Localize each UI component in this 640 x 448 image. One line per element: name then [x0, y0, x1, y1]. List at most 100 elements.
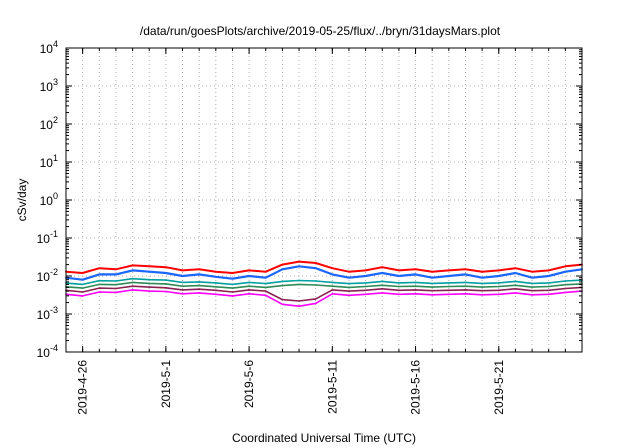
- data-point: [331, 267, 334, 270]
- series-line: [65, 281, 583, 289]
- data-point: [514, 272, 517, 274]
- data-point: [447, 289, 450, 292]
- data-point: [564, 291, 567, 294]
- data-point: [497, 282, 500, 284]
- data-point: [131, 289, 134, 291]
- data-point: [98, 283, 101, 286]
- data-point: [181, 285, 184, 288]
- data-point: [314, 267, 317, 270]
- data-point: [431, 282, 434, 285]
- data-point: [464, 268, 467, 271]
- x-axis: 2019-4-26 2019-5-1 2019-5-6 2019-5-11 2019-5…: [76, 48, 566, 415]
- data-point: [314, 284, 317, 286]
- data-point: [364, 269, 367, 272]
- data-point: [81, 272, 84, 274]
- data-point: [497, 293, 500, 296]
- data-point: [248, 275, 251, 277]
- data-point: [214, 293, 217, 296]
- y-tick-label: 101: [40, 153, 58, 170]
- data-point: [481, 286, 483, 288]
- data-point: [414, 281, 417, 284]
- data-point: [198, 273, 201, 276]
- data-point: [348, 270, 350, 273]
- data-point: [281, 263, 284, 266]
- data-point: [81, 283, 84, 286]
- grid: [66, 48, 582, 352]
- data-point: [497, 285, 500, 288]
- data-point: [131, 269, 134, 272]
- data-point: [398, 293, 400, 296]
- data-point: [447, 282, 450, 284]
- data-point: [165, 266, 167, 269]
- data-point: [547, 269, 550, 272]
- data-point: [414, 285, 417, 288]
- data-point: [331, 285, 334, 288]
- data-point: [381, 280, 384, 283]
- y-tick-label: 10-3: [37, 305, 58, 322]
- data-point: [481, 282, 483, 285]
- data-point: [364, 282, 367, 284]
- data-point: [115, 280, 117, 282]
- data-point: [531, 293, 533, 296]
- data-point: [364, 293, 367, 296]
- x-tick-label: 2019-5-21: [492, 360, 506, 415]
- y-axis: 10-4 10-3 10-2 10-1 100 101 102 103 104: [37, 39, 582, 360]
- y-tick-label: 103: [40, 77, 58, 94]
- data-point: [115, 287, 117, 290]
- data-point: [398, 285, 400, 288]
- data-point: [398, 289, 400, 292]
- data-point: [497, 275, 500, 277]
- data-point: [214, 275, 217, 278]
- data-point: [264, 290, 267, 292]
- data-point: [231, 277, 234, 280]
- data-point: [214, 282, 217, 284]
- data-point: [398, 269, 400, 272]
- data-point: [214, 270, 217, 273]
- data-point: [531, 286, 533, 288]
- data-point: [531, 270, 533, 273]
- data-point: [131, 281, 134, 284]
- data-point: [314, 302, 317, 305]
- data-point: [364, 285, 367, 288]
- x-tick-label: 2019-5-6: [242, 360, 256, 408]
- data-point: [81, 295, 84, 297]
- data-point: [514, 280, 517, 283]
- data-point: [414, 289, 417, 291]
- data-point: [547, 293, 550, 296]
- data-point: [198, 281, 201, 283]
- data-point: [98, 291, 101, 293]
- series-line: [65, 277, 583, 286]
- y-tick-label: 100: [40, 191, 58, 208]
- data-point: [264, 270, 267, 273]
- data-point: [348, 276, 350, 279]
- y-tick-label: 10-4: [37, 343, 58, 360]
- data-point: [214, 289, 217, 292]
- data-point: [165, 290, 167, 293]
- data-point: [481, 276, 483, 279]
- x-axis-label: Coordinated Universal Time (UTC): [232, 431, 416, 445]
- data-point: [298, 283, 300, 286]
- data-point: [231, 295, 234, 297]
- data-point: [481, 293, 483, 296]
- data-point: [348, 290, 350, 292]
- data-point: [281, 298, 284, 301]
- data-point: [464, 289, 467, 291]
- data-point: [131, 285, 134, 288]
- data-point: [148, 290, 151, 292]
- series-line: [65, 289, 583, 308]
- data-point: [414, 268, 417, 271]
- data-point: [364, 289, 367, 292]
- data-point: [531, 282, 533, 285]
- data-point: [564, 280, 567, 282]
- data-point: [198, 288, 201, 291]
- data-point: [115, 291, 117, 294]
- data-point: [248, 292, 251, 295]
- x-tick-label: 2019-5-16: [409, 360, 423, 415]
- data-point: [464, 285, 467, 288]
- x-tick-label: 2019-5-11: [325, 360, 339, 414]
- data-point: [181, 281, 184, 284]
- data-point: [431, 293, 434, 296]
- data-point: [231, 287, 234, 289]
- data-point: [198, 268, 201, 271]
